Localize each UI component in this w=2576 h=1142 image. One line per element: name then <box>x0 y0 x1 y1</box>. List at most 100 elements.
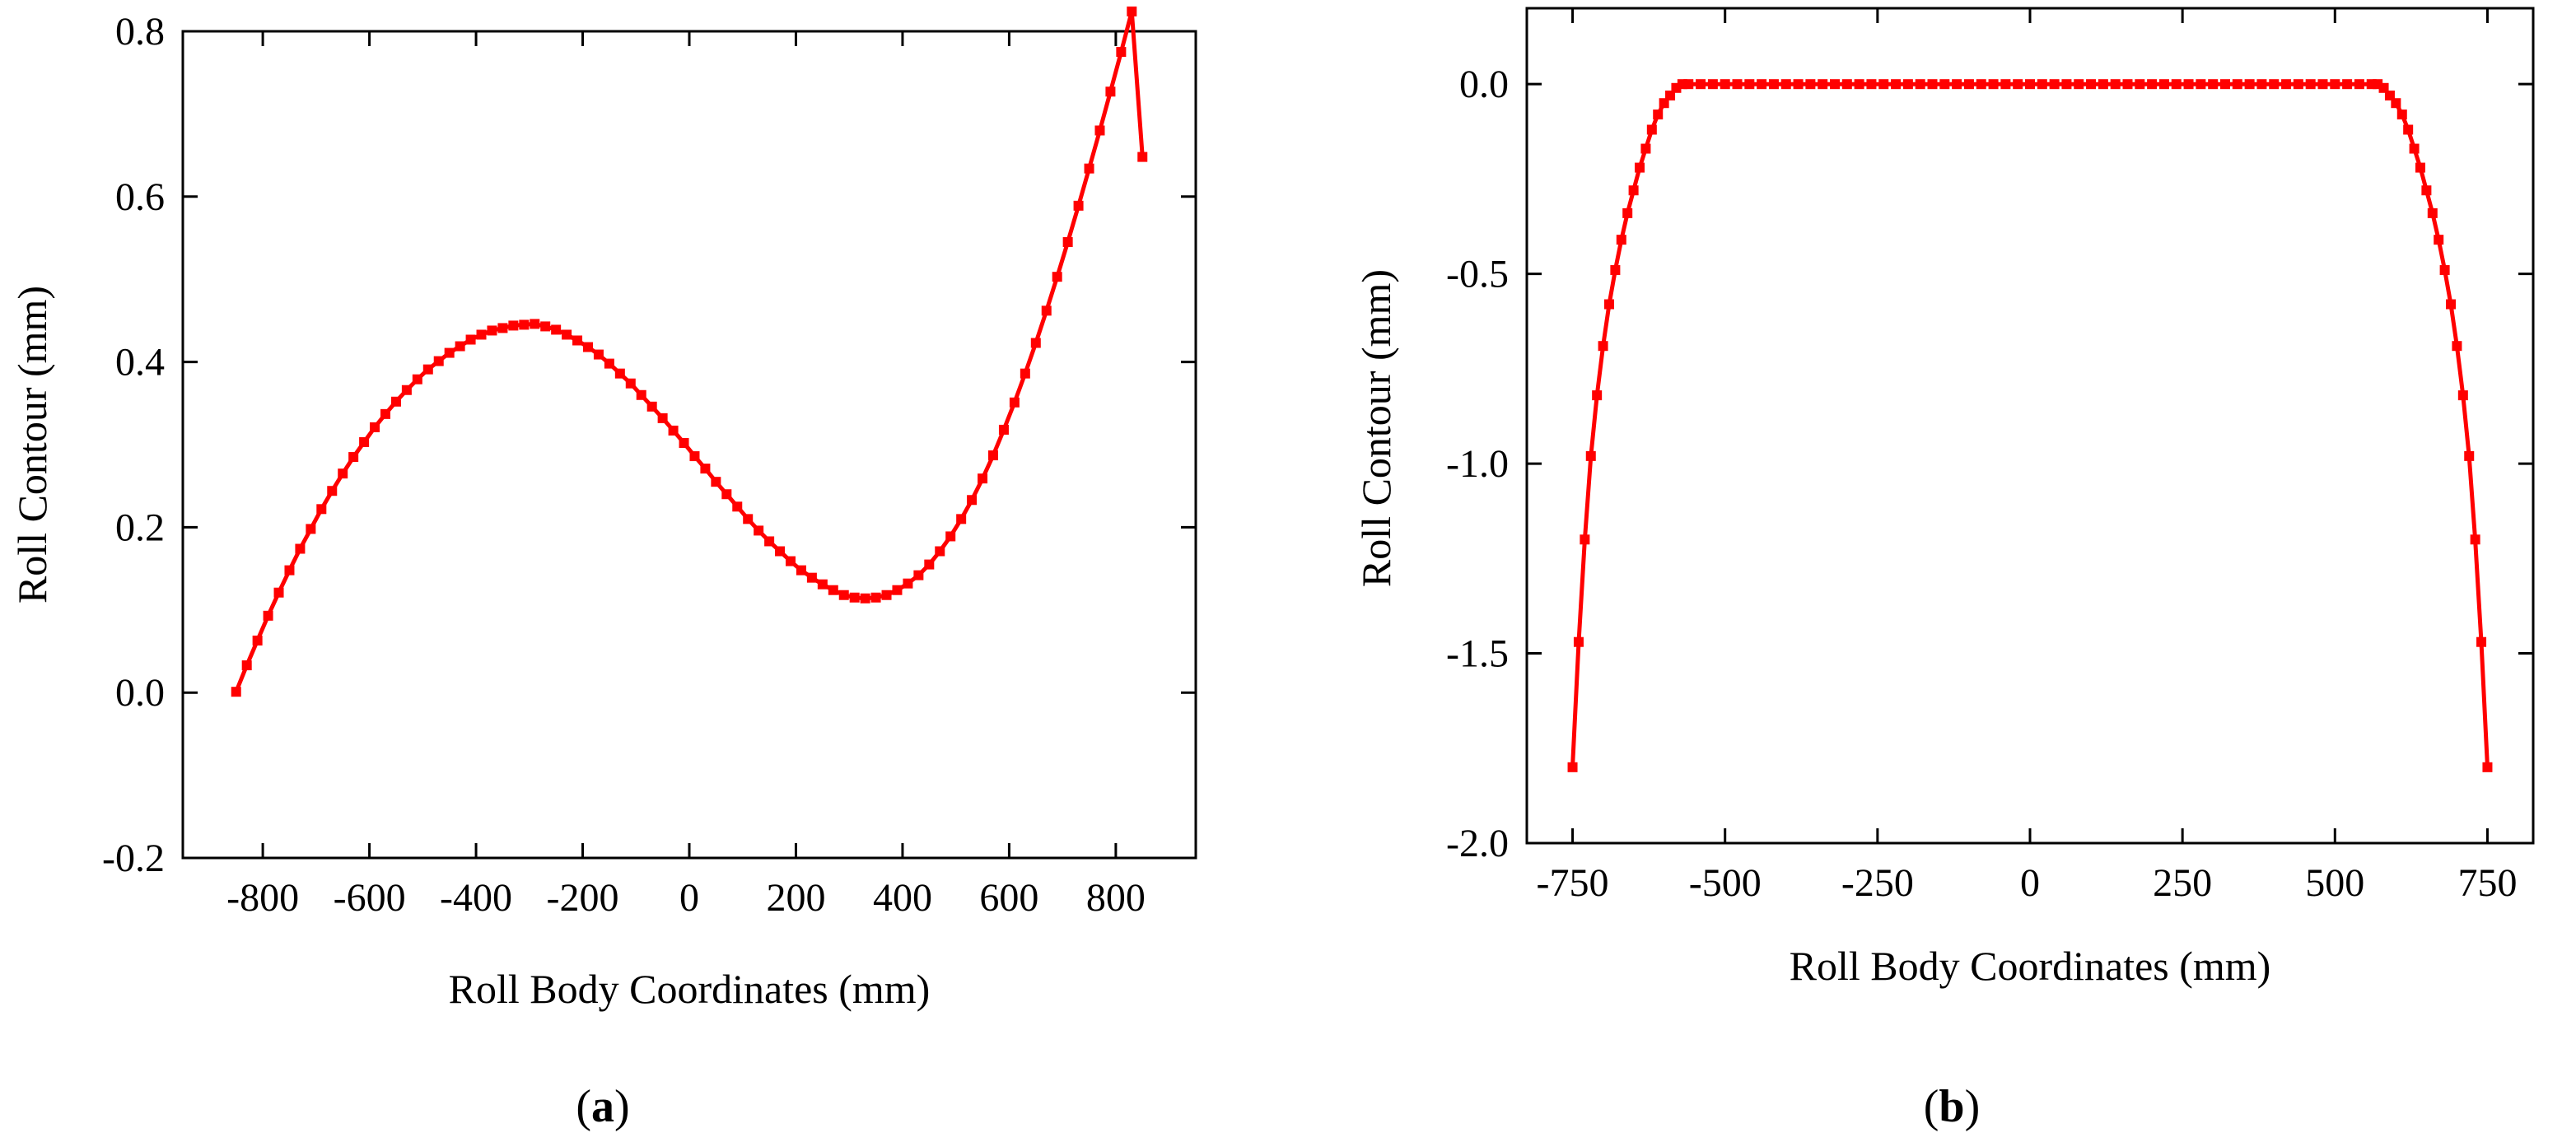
chart-b-data-point <box>1732 79 1743 90</box>
chart-a-data-point <box>444 347 455 358</box>
chart-a-data-point <box>487 325 497 336</box>
chart-b-data-point <box>2183 79 2194 90</box>
chart-b-data-point <box>2110 79 2121 90</box>
chart-a-data-point <box>295 543 306 554</box>
chart-b-data-point <box>1952 79 1962 90</box>
chart-b-data-point <box>2354 79 2364 90</box>
chart-a-data-point <box>636 389 646 400</box>
chart-b-data-point <box>1646 124 1657 135</box>
chart-a-data-point <box>1094 125 1105 136</box>
chart-a-data-point <box>903 578 913 589</box>
chart-a-series <box>231 6 1148 697</box>
chart-a-data-point <box>828 585 838 595</box>
chart-b-data-point <box>1757 79 1767 90</box>
chart-a-data-point <box>754 525 764 536</box>
chart-b-data-point <box>1854 79 1864 90</box>
chart-b-data-point <box>2317 79 2328 90</box>
chart-b-data-point <box>2244 79 2255 90</box>
chart-a-data-point <box>988 450 998 461</box>
chart-b-data-point <box>2464 450 2475 461</box>
chart-a-data-point <box>881 590 892 600</box>
chart-a-x-tick-label: -400 <box>440 876 512 920</box>
chart-b-x-tick-label: 0 <box>2020 861 2040 905</box>
chart-b-data-point <box>2135 79 2145 90</box>
chart-b-data-point <box>1891 79 1902 90</box>
chart-b-x-tick-label: 500 <box>2305 861 2364 905</box>
chart-b-data-point <box>2384 91 2395 101</box>
chart-a-data-point <box>646 401 657 412</box>
chart-a-plot-frame <box>181 30 1197 860</box>
chart-b-data-point <box>2147 79 2158 90</box>
chart-a-data-point <box>433 356 444 366</box>
chart-a-panel-label: (a) <box>576 1081 629 1132</box>
chart-b-data-point <box>2086 79 2097 90</box>
chart-a-y-axis-title: Roll Contour (mm) <box>9 286 55 604</box>
chart-b-data-point <box>2409 143 2420 154</box>
chart-a-data-point <box>711 477 721 487</box>
chart-b-plot-frame <box>1525 7 2535 845</box>
chart-a-data-point <box>316 504 327 515</box>
chart-a-data-point <box>1073 200 1084 211</box>
chart-a-data-point <box>743 514 754 524</box>
chart-a-data-point <box>1105 86 1116 97</box>
chart-a-data-point <box>593 349 604 360</box>
chart-b-data-point <box>1963 79 1974 90</box>
chart-a-data-point <box>1041 305 1052 316</box>
chart-b-data-point <box>1939 79 1950 90</box>
chart-b-data-point <box>1592 390 1603 401</box>
chart-b-data-point <box>1768 79 1779 90</box>
chart-a-x-tick-label: -600 <box>334 876 406 920</box>
chart-b-x-axis-title: Roll Body Coordinates (mm) <box>1790 943 2271 989</box>
chart-b-data-point <box>2378 82 2389 93</box>
chart-a-data-point <box>476 329 487 340</box>
chart-b-data-point <box>1628 185 1639 196</box>
chart-a-data-point <box>978 473 988 484</box>
chart-b-data-point <box>2256 79 2267 90</box>
chart-b-data-point <box>2293 79 2303 90</box>
chart-a-data-point <box>870 592 881 603</box>
chart-b-y-tick-label: -2.0 <box>1446 822 1509 865</box>
chart-b-data-point <box>1622 207 1633 218</box>
chart-a-x-tick-label: 600 <box>979 876 1038 920</box>
chart-b-data-point <box>1927 79 1938 90</box>
chart-a-data-point <box>380 408 390 419</box>
chart-b-data-point <box>2476 636 2487 647</box>
chart-b-x-tick-label: -500 <box>1689 861 1762 905</box>
chart-b-data-point <box>1580 534 1590 545</box>
chart-a-data-point <box>338 468 348 479</box>
chart-b-data-point <box>2482 762 2493 772</box>
chart-b-data-point <box>1902 79 1913 90</box>
chart-b-data-point <box>1616 235 1626 245</box>
chart-b-data-point <box>2452 341 2462 352</box>
chart-a-data-point <box>540 321 551 332</box>
chart-b-data-point <box>2013 79 2023 90</box>
chart-b-data-point <box>1567 762 1578 772</box>
chart-b-data-point <box>1976 79 1986 90</box>
chart-a-data-point <box>625 378 636 389</box>
chart-b-data-point <box>2171 79 2182 90</box>
chart-b-data-point <box>2330 79 2340 90</box>
chart-b-data-point <box>2122 79 2133 90</box>
chart-a-data-point <box>252 635 263 646</box>
chart-b-data-point <box>2391 98 2401 109</box>
chart-a-data-point <box>519 319 530 330</box>
chart-b-data-point <box>2281 79 2292 90</box>
chart-a-data-point <box>657 413 668 423</box>
chart-b-y-ticks: -2.0 -1.5 -1.0 -0.5 0.0 <box>1446 63 2533 865</box>
chart-a-data-point <box>390 396 401 407</box>
chart-a-data-point <box>775 546 786 557</box>
chart-a-data-point <box>572 335 583 346</box>
chart-a-data-point <box>860 593 870 604</box>
chart-b-data-point <box>1653 110 1664 120</box>
chart-a-data-point <box>370 422 380 432</box>
chart-a-data-point <box>284 565 295 576</box>
chart-a-data-point <box>945 531 956 542</box>
chart-b-y-tick-label: -0.5 <box>1446 253 1509 296</box>
chart-a-data-point <box>998 424 1009 435</box>
chart-a-series-line <box>234 9 1145 693</box>
chart-b-data-point <box>2269 79 2280 90</box>
chart-a-data-point <box>1009 397 1020 408</box>
chart-b-data-point <box>2196 79 2206 90</box>
chart-a-data-point <box>956 514 967 524</box>
